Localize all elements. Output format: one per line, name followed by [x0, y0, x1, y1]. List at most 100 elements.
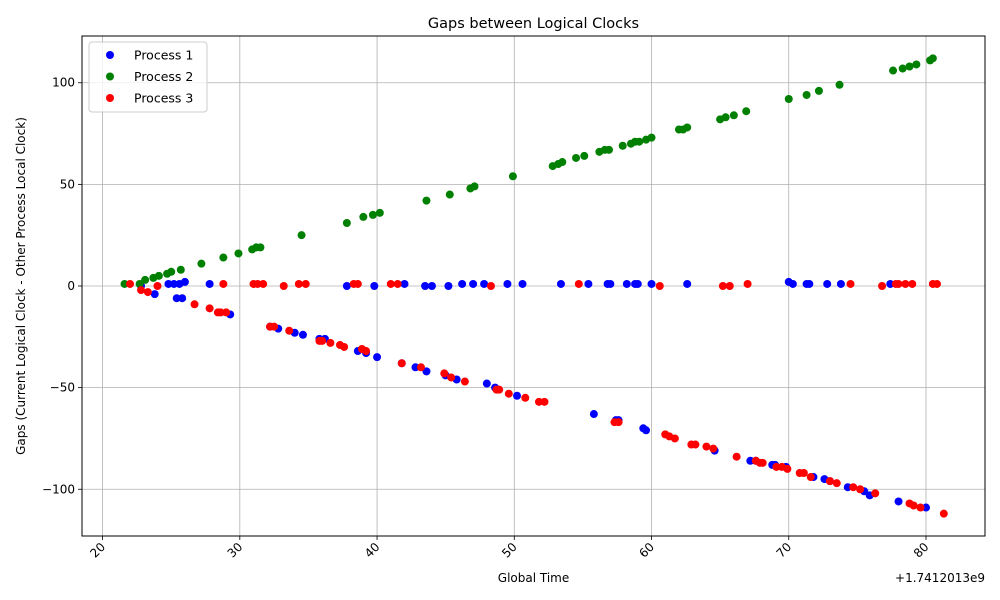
data-point: [178, 294, 187, 303]
data-point: [458, 279, 467, 288]
data-point: [137, 286, 146, 295]
data-point: [444, 282, 453, 290]
data-point: [234, 249, 243, 258]
data-point: [604, 145, 613, 154]
data-point: [521, 393, 530, 402]
legend-marker: [106, 94, 114, 102]
data-point: [898, 64, 907, 73]
data-point: [901, 279, 910, 288]
data-point: [141, 275, 150, 284]
data-point: [172, 294, 181, 303]
data-point: [359, 212, 368, 221]
data-point: [647, 279, 656, 288]
data-point: [253, 279, 262, 288]
data-point: [495, 385, 504, 394]
data-point: [340, 342, 349, 351]
data-point: [825, 477, 834, 486]
x-axis-offset-label: +1.7412013e9: [895, 571, 985, 585]
legend-label: Process 3: [134, 91, 193, 106]
data-point: [259, 279, 268, 288]
data-point: [622, 279, 631, 288]
y-tick-label: −50: [50, 381, 75, 395]
data-point: [805, 279, 814, 288]
chart-title: Gaps between Logical Clocks: [428, 16, 639, 32]
data-point: [447, 373, 456, 382]
data-point: [836, 279, 845, 288]
legend-label: Process 1: [134, 48, 193, 63]
data-point: [518, 279, 527, 288]
data-point: [916, 503, 925, 512]
data-point: [222, 308, 231, 317]
data-point: [743, 279, 752, 288]
data-point: [886, 279, 895, 288]
data-point: [285, 326, 294, 335]
data-point: [445, 190, 454, 199]
data-point: [370, 282, 379, 290]
y-tick-label: 50: [60, 177, 75, 191]
data-point: [540, 397, 549, 406]
data-point: [504, 389, 513, 398]
data-point: [909, 501, 918, 510]
data-point: [843, 483, 852, 492]
data-point: [513, 391, 522, 400]
data-point: [921, 503, 930, 512]
data-point: [480, 279, 489, 288]
data-point: [802, 90, 811, 99]
legend-item: Process 2: [106, 69, 193, 84]
legend: Process 1 Process 2 Process 3: [88, 41, 208, 113]
data-point: [353, 279, 362, 288]
data-point: [460, 377, 469, 386]
data-point: [294, 279, 303, 288]
data-point: [135, 279, 144, 288]
legend-label: Process 2: [134, 69, 193, 84]
data-point: [126, 279, 135, 288]
data-point: [400, 279, 409, 288]
data-point: [835, 80, 844, 89]
data-point: [783, 464, 792, 473]
data-point: [647, 133, 656, 142]
data-point: [143, 288, 152, 297]
data-point: [190, 300, 199, 309]
data-point: [894, 497, 903, 506]
data-point: [154, 271, 163, 280]
data-point: [746, 456, 755, 465]
data-point: [176, 265, 185, 274]
data-point: [670, 434, 679, 443]
data-point: [606, 279, 615, 288]
data-point: [482, 379, 491, 388]
data-point: [534, 397, 543, 406]
data-point: [721, 113, 730, 122]
data-point: [150, 290, 159, 299]
y-axis-label: Gaps (Current Logical Clock - Other Proc…: [14, 117, 28, 455]
data-point: [153, 282, 162, 290]
data-point: [164, 279, 173, 288]
data-point: [614, 418, 623, 427]
data-point: [558, 158, 567, 167]
data-point: [691, 440, 700, 449]
data-point: [180, 277, 189, 286]
legend-item: Process 1: [106, 48, 193, 63]
data-point: [732, 452, 741, 461]
data-point: [342, 282, 351, 290]
data-point: [939, 509, 948, 518]
data-point: [270, 322, 279, 331]
data-point: [584, 279, 593, 288]
data-point: [205, 304, 214, 313]
data-point: [772, 462, 781, 471]
data-point: [373, 353, 382, 362]
data-point: [368, 210, 377, 219]
data-point: [889, 66, 898, 75]
data-point: [508, 172, 517, 181]
data-point: [871, 489, 880, 498]
data-point: [642, 426, 651, 435]
data-point: [928, 54, 937, 63]
data-point: [856, 485, 865, 494]
x-axis-label: Global Time: [498, 571, 569, 585]
data-point: [709, 444, 718, 453]
data-point: [932, 279, 941, 288]
data-point: [386, 279, 395, 288]
data-point: [784, 95, 793, 104]
data-point: [742, 107, 751, 116]
data-point: [167, 267, 176, 276]
